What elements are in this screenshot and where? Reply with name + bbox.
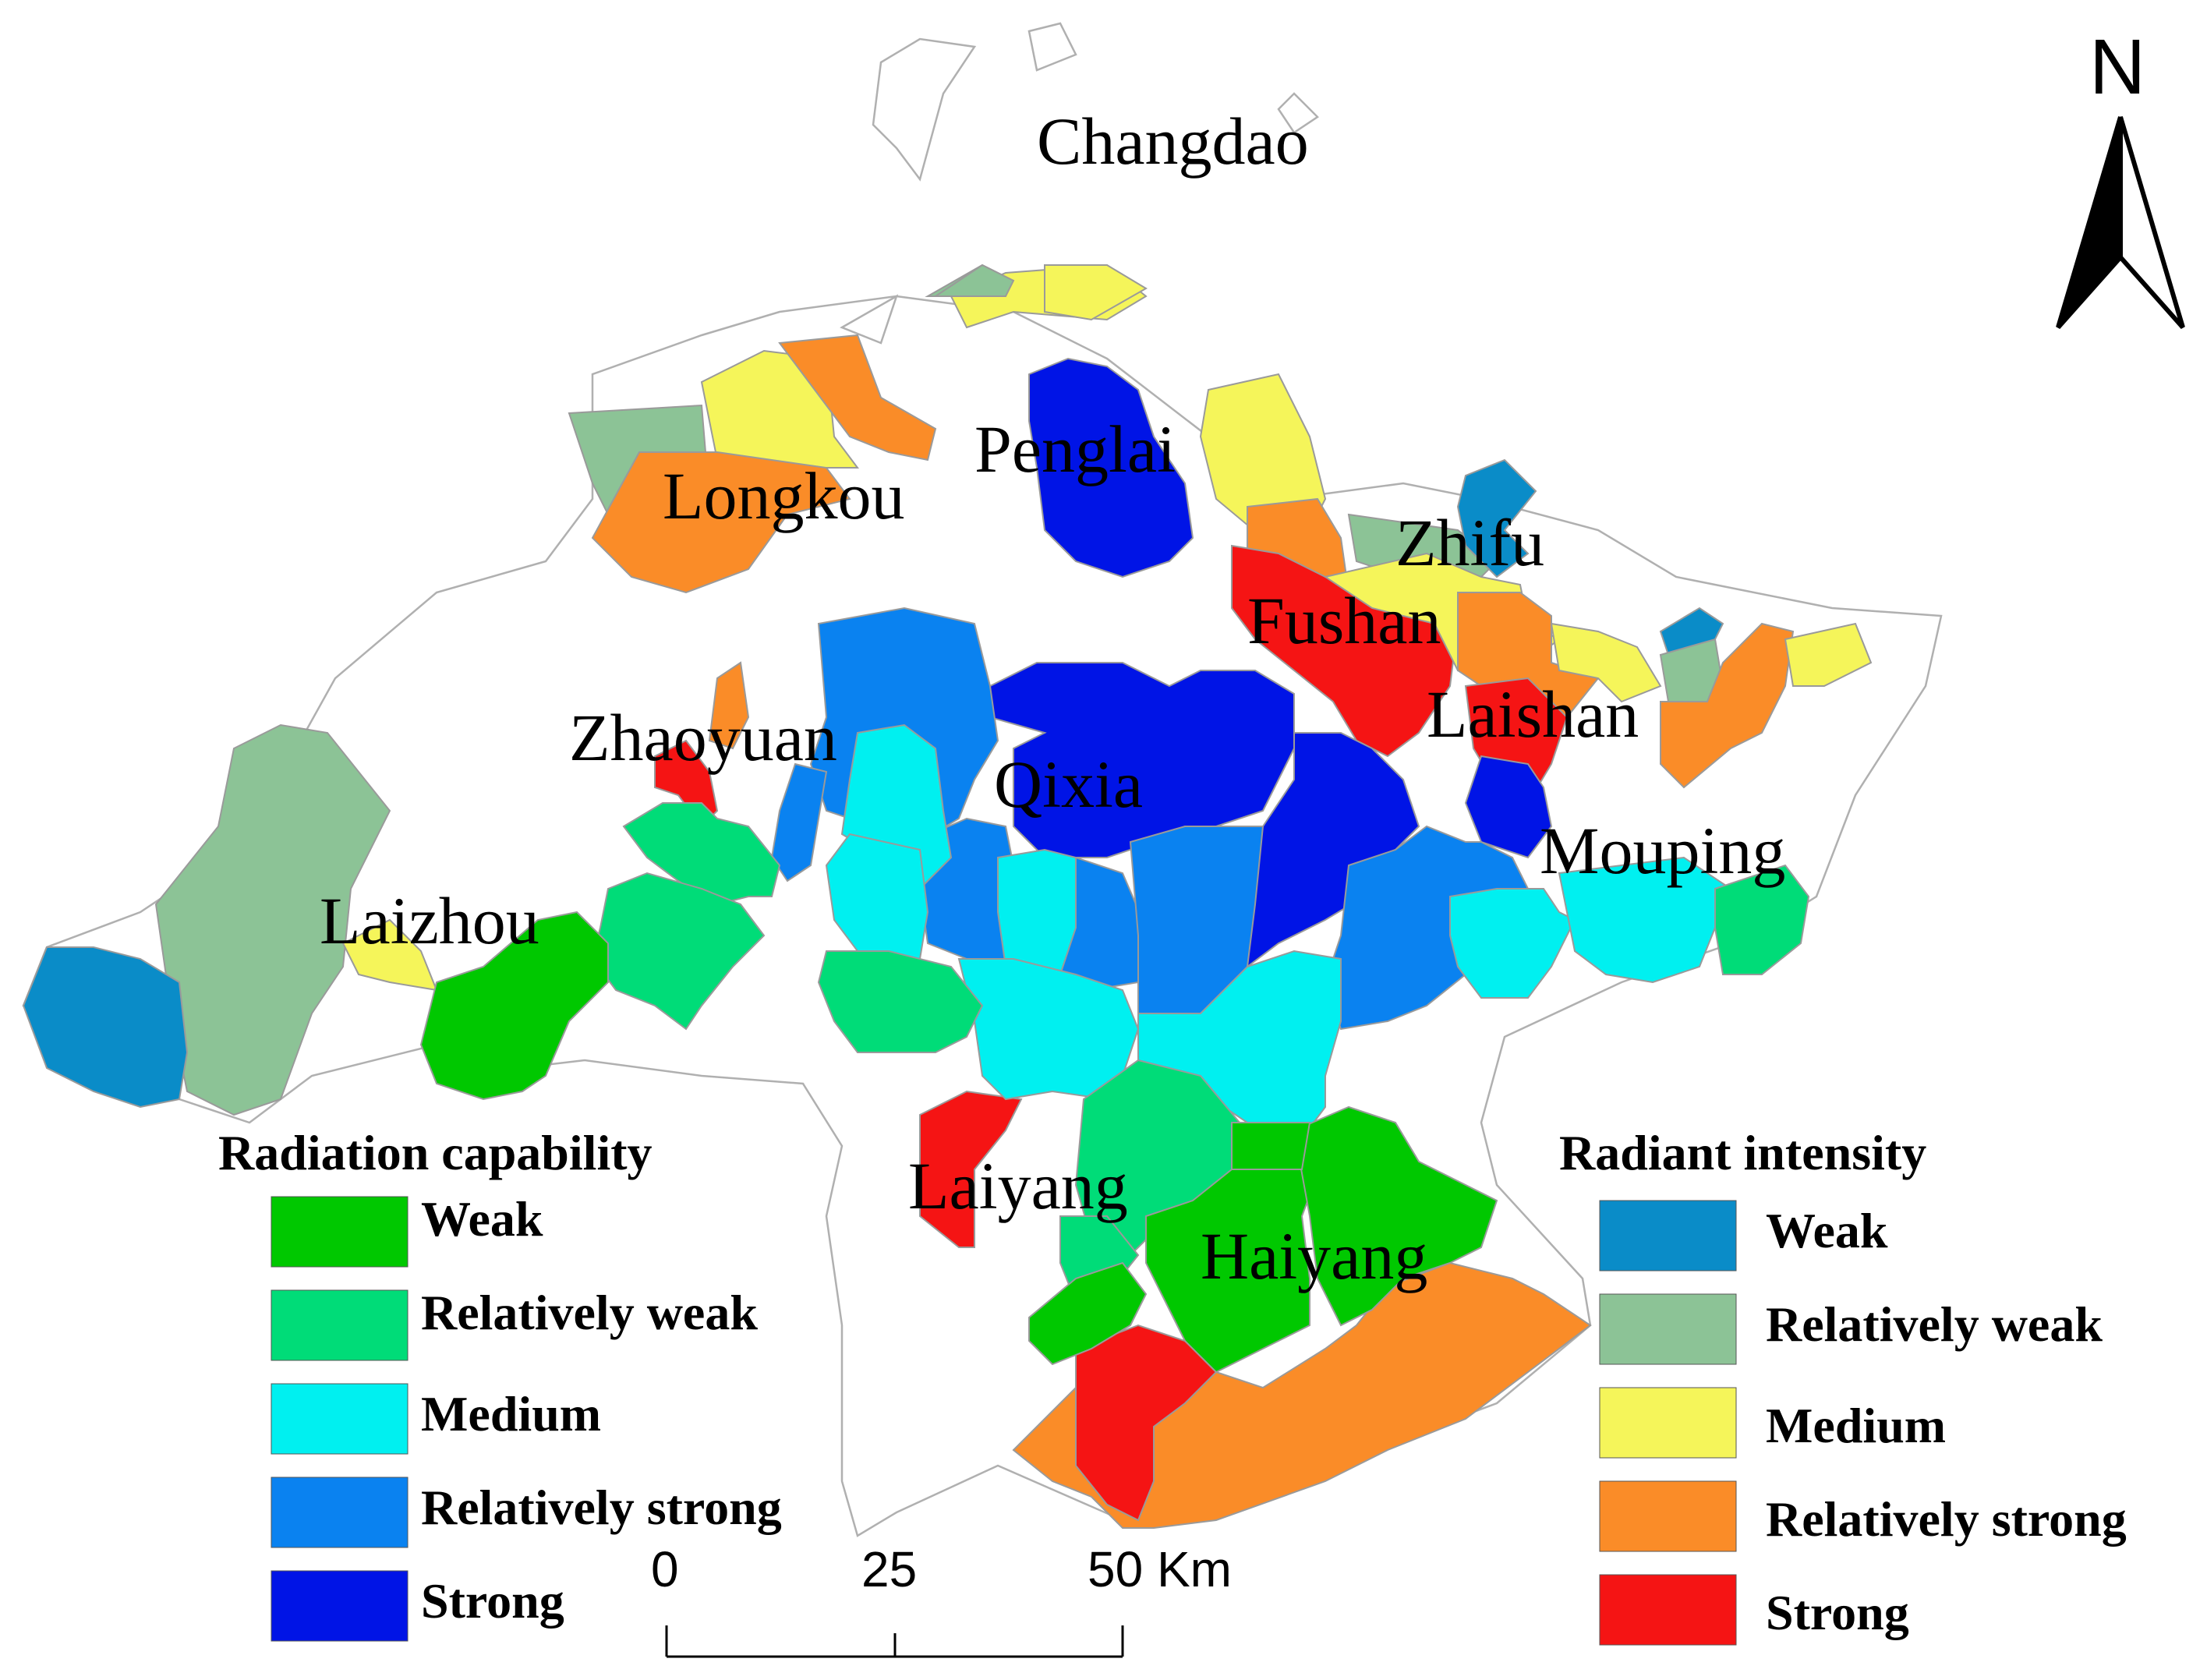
- legend-radiant-intensity: Radiant intensity Weak Relatively weak M…: [1559, 1125, 2127, 1646]
- region-capability-strong[interactable]: [1464, 755, 1553, 859]
- region-intensity-weak[interactable]: [22, 946, 189, 1109]
- legend-capability-item-medium: Medium: [271, 1383, 601, 1455]
- place-label-laiyang: Laiyang: [908, 1148, 1128, 1223]
- region-intensity-relatively-strong[interactable]: [1660, 622, 1795, 789]
- legend-capability-label-relatively-strong: Relatively strong: [421, 1480, 782, 1535]
- place-label-zhaoyuan: Zhaoyuan: [569, 700, 837, 775]
- place-label-haiyang: Haiyang: [1201, 1218, 1427, 1293]
- region-capability-relatively-strong[interactable]: [770, 762, 828, 882]
- legend-intensity-item-medium: Medium: [1599, 1387, 1946, 1459]
- region-capability-relatively-weak[interactable]: [622, 802, 781, 906]
- place-label-laishan: Laishan: [1427, 677, 1639, 752]
- place-label-mouping: Mouping: [1540, 813, 1785, 888]
- legend-capability-label-strong: Strong: [421, 1573, 564, 1629]
- legend-capability-label-weak: Weak: [421, 1191, 543, 1247]
- legend-capability-item-relatively-weak: Relatively weak: [271, 1285, 758, 1361]
- place-label-penglai: Penglai: [974, 412, 1176, 486]
- region-intensity-strong[interactable]: [919, 1090, 1023, 1248]
- legend-intensity-swatch-relatively-weak: [1599, 1293, 1737, 1365]
- region-capability-medium[interactable]: [997, 848, 1077, 976]
- legend-capability-swatch-weak: [271, 1196, 409, 1268]
- legend-capability-label-medium: Medium: [421, 1386, 601, 1441]
- region-intensity-medium[interactable]: [1784, 622, 1873, 687]
- place-label-changdao: Changdao: [1037, 104, 1309, 179]
- legend-capability-label-relatively-weak: Relatively weak: [421, 1285, 758, 1340]
- legend-intensity-item-relatively-weak: Relatively weak: [1599, 1293, 2103, 1365]
- place-label-laizhou: Laizhou: [320, 883, 539, 958]
- legend-intensity-item-relatively-strong: Relatively strong: [1599, 1480, 2127, 1552]
- intensity-regions: [22, 263, 1873, 1529]
- region-capability-strong[interactable]: [1028, 357, 1194, 578]
- capability-regions: [419, 357, 1810, 1374]
- scale-tick-25: 25: [861, 1541, 917, 1597]
- region-intensity-relatively-strong[interactable]: [591, 451, 851, 594]
- region-intensity-medium[interactable]: [1550, 622, 1662, 703]
- legend-capability-item-relatively-strong: Relatively strong: [271, 1477, 782, 1548]
- legend-intensity-item-weak: Weak: [1599, 1200, 1888, 1271]
- legend-capability-swatch-relatively-strong: [271, 1477, 409, 1548]
- region-capability-weak[interactable]: [419, 911, 609, 1101]
- legend-intensity-title: Radiant intensity: [1559, 1125, 1926, 1180]
- region-intensity-medium[interactable]: [1044, 264, 1148, 321]
- place-labels: Changdao Penglai Longkou Zhifu Fushan La…: [320, 104, 1785, 1293]
- legend-intensity-swatch-strong: [1599, 1574, 1737, 1646]
- region-intensity-weak[interactable]: [1456, 458, 1537, 578]
- legend-intensity-label-relatively-strong: Relatively strong: [1766, 1491, 2127, 1547]
- north-arrow-icon: N: [2056, 23, 2185, 329]
- legend-intensity-swatch-medium: [1599, 1387, 1737, 1459]
- region-intensity-relatively-strong[interactable]: [778, 334, 937, 462]
- legend-capability-item-weak: Weak: [271, 1191, 543, 1268]
- region-capability-relatively-weak[interactable]: [1714, 864, 1810, 975]
- legend-intensity-swatch-weak: [1599, 1200, 1737, 1271]
- place-label-fushan: Fushan: [1247, 583, 1441, 658]
- region-intensity-strong[interactable]: [1075, 1324, 1218, 1522]
- region-intensity-relatively-weak[interactable]: [154, 723, 391, 1116]
- north-label: N: [2089, 23, 2145, 111]
- scale-bar: 0 25 50 Km: [651, 1541, 1232, 1658]
- region-capability-weak[interactable]: [1028, 1261, 1148, 1366]
- region-intensity-relatively-strong[interactable]: [708, 661, 750, 750]
- legend-capability-swatch-medium: [271, 1383, 409, 1455]
- region-capability-weak[interactable]: [1293, 1105, 1498, 1327]
- legend-intensity-label-medium: Medium: [1766, 1398, 1946, 1453]
- region-intensity-relatively-weak[interactable]: [932, 263, 1015, 297]
- place-label-zhifu: Zhifu: [1395, 505, 1544, 580]
- region-capability-medium[interactable]: [1449, 888, 1576, 999]
- scale-tick-0: 0: [651, 1541, 679, 1597]
- place-label-qixia: Qixia: [994, 747, 1143, 822]
- legend-capability-title: Radiation capability: [218, 1125, 653, 1180]
- legend-capability-swatch-relatively-weak: [271, 1289, 409, 1361]
- legend-radiation-capability: Radiation capability Weak Relatively wea…: [218, 1125, 782, 1642]
- legend-capability-item-strong: Strong: [271, 1570, 564, 1642]
- region-capability-weak[interactable]: [1231, 1122, 1311, 1170]
- legend-intensity-label-relatively-weak: Relatively weak: [1766, 1296, 2103, 1352]
- legend-capability-swatch-strong: [271, 1570, 409, 1642]
- place-label-longkou: Longkou: [663, 458, 905, 533]
- region-capability-medium[interactable]: [1558, 856, 1732, 984]
- region-capability-relatively-weak[interactable]: [817, 950, 984, 1053]
- scale-tick-50-km: 50 Km: [1088, 1541, 1232, 1597]
- legend-intensity-item-strong: Strong: [1599, 1574, 1909, 1646]
- legend-intensity-label-strong: Strong: [1766, 1585, 1909, 1640]
- legend-intensity-swatch-relatively-strong: [1599, 1480, 1737, 1552]
- legend-intensity-label-weak: Weak: [1766, 1203, 1888, 1258]
